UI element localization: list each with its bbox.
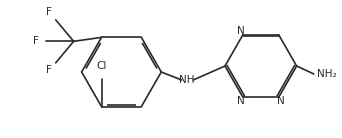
Text: F: F xyxy=(47,7,52,17)
Text: N: N xyxy=(237,96,245,106)
Text: Cl: Cl xyxy=(96,61,107,71)
Text: F: F xyxy=(33,36,39,46)
Text: NH₂: NH₂ xyxy=(317,69,337,79)
Text: N: N xyxy=(277,96,285,106)
Text: NH: NH xyxy=(180,75,195,85)
Text: N: N xyxy=(237,26,245,36)
Text: F: F xyxy=(47,65,52,75)
